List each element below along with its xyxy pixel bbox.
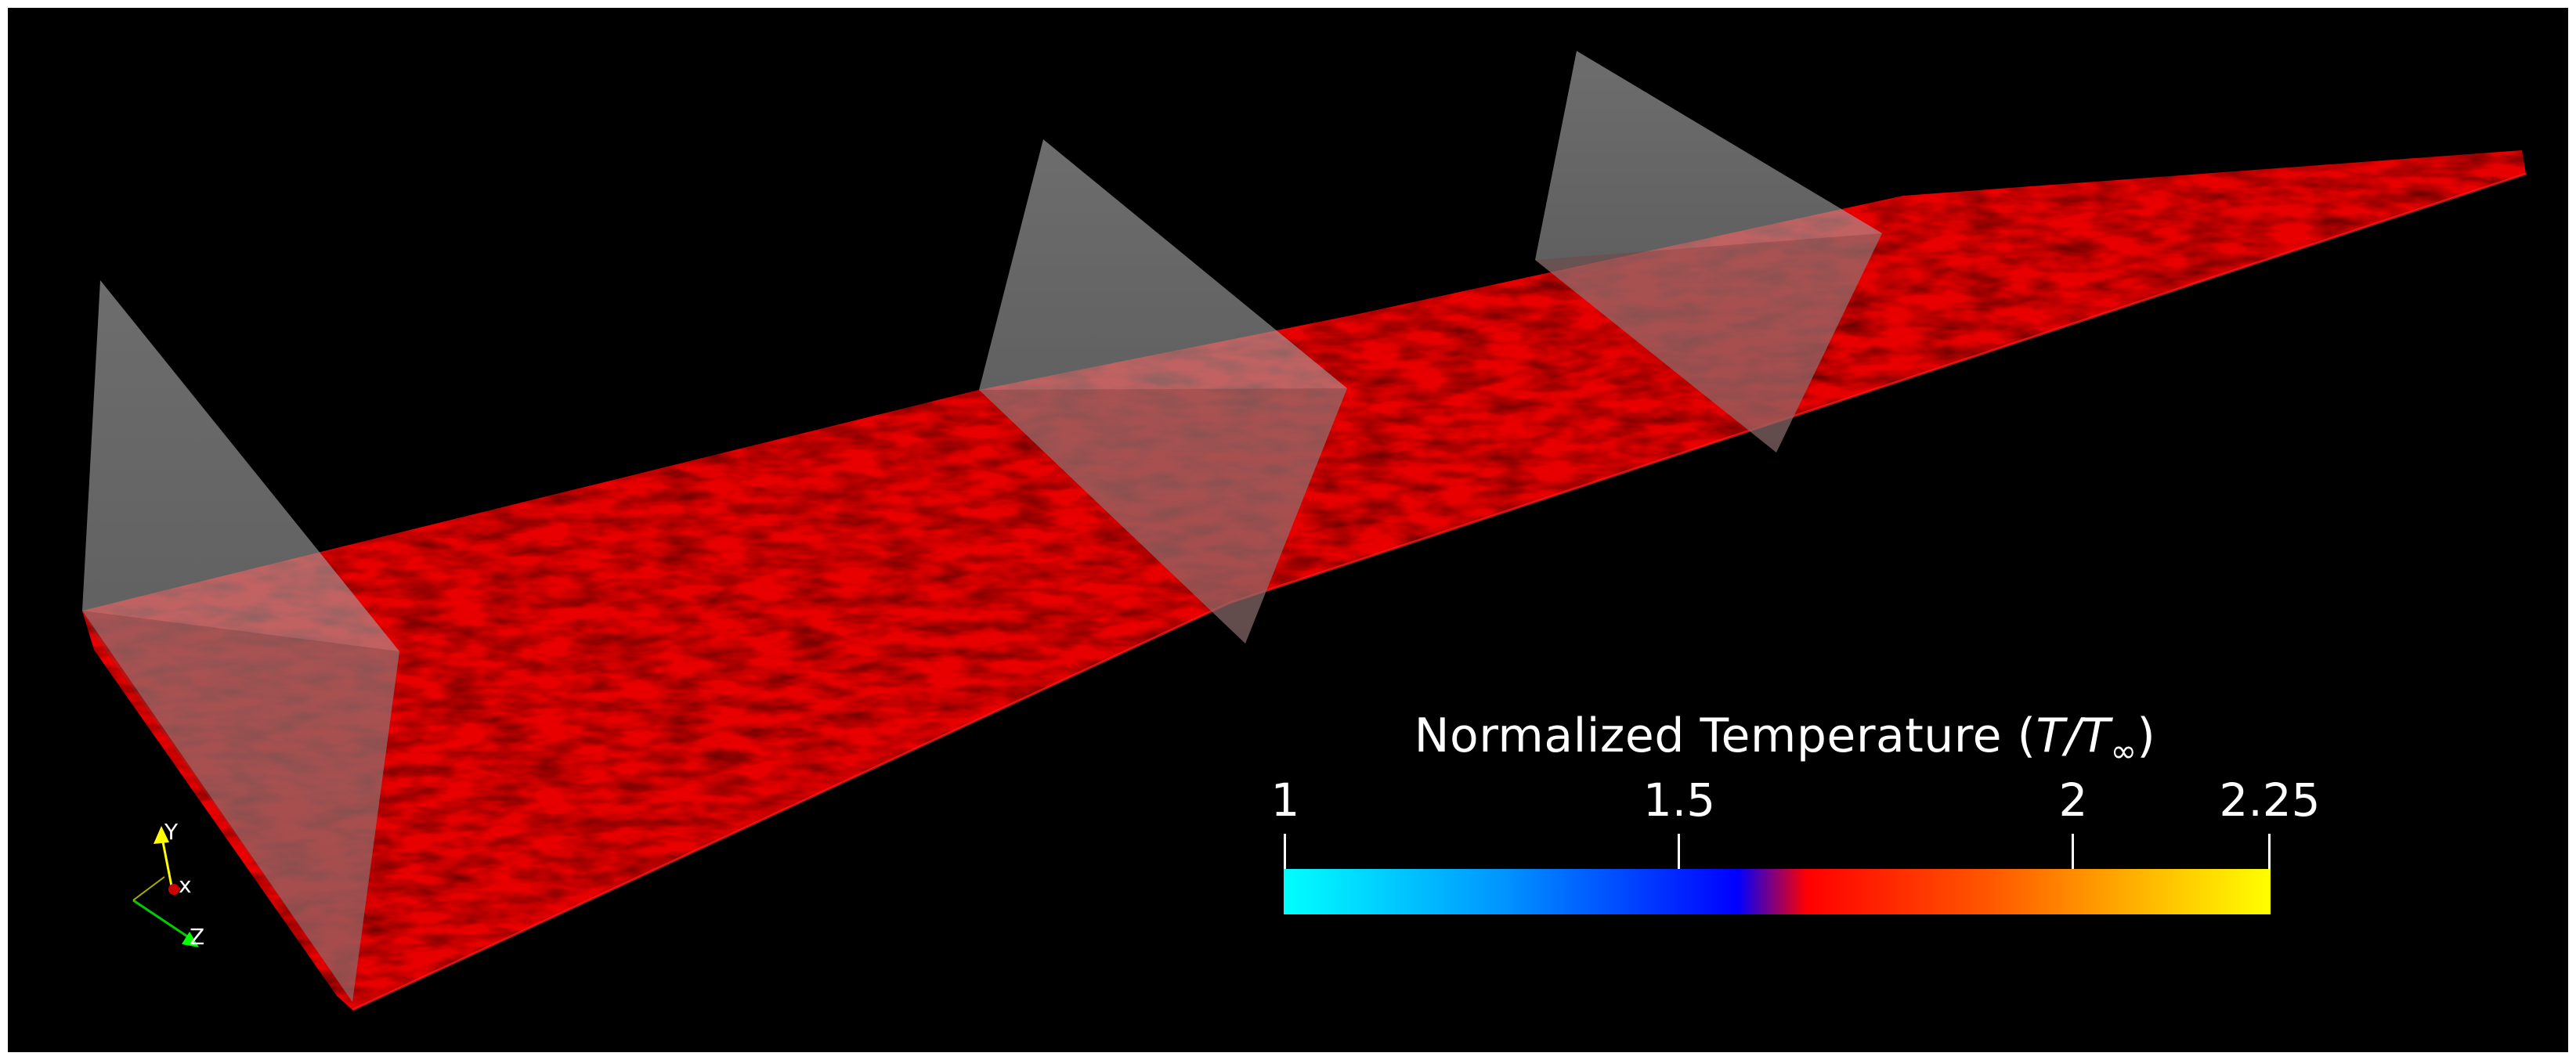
- colorbar-tick-1: [1284, 834, 1286, 870]
- x-axis-label: x: [179, 872, 192, 898]
- colorbar-tick-2: [2072, 834, 2074, 870]
- colorbar-tick-label-2.25: 2.25: [2219, 773, 2321, 827]
- z-axis-arrow: [182, 932, 199, 947]
- slice-plane-3: [1535, 51, 1882, 452]
- colorbar-gradient: [1284, 869, 2271, 914]
- colorbar-tick-label-2: 2: [2058, 773, 2088, 827]
- colorbar-tick-label-1: 1: [1270, 773, 1300, 827]
- y-axis-label: Y: [164, 819, 179, 845]
- slice-plane-2: [979, 139, 1347, 644]
- y-axis-arrow: [154, 826, 169, 844]
- surface-texture: [82, 150, 2526, 1010]
- slice-plane-1: [82, 280, 399, 1002]
- orientation-axes: [132, 826, 199, 947]
- colorbar-title: Normalized Temperature (T/T∞): [1414, 708, 2156, 770]
- colorbar-tick-label-1.5: 1.5: [1642, 773, 1716, 827]
- render-viewport[interactable]: Y x Z Normalized Temperature (T/T∞) 1 1.…: [8, 8, 2568, 1052]
- colorbar-tick-2.25: [2268, 834, 2271, 870]
- x-axis-dot: [168, 884, 179, 895]
- z-axis-label: Z: [190, 924, 205, 950]
- colorbar-tick-1.5: [1678, 834, 1680, 870]
- 3d-scene[interactable]: [8, 8, 2568, 1052]
